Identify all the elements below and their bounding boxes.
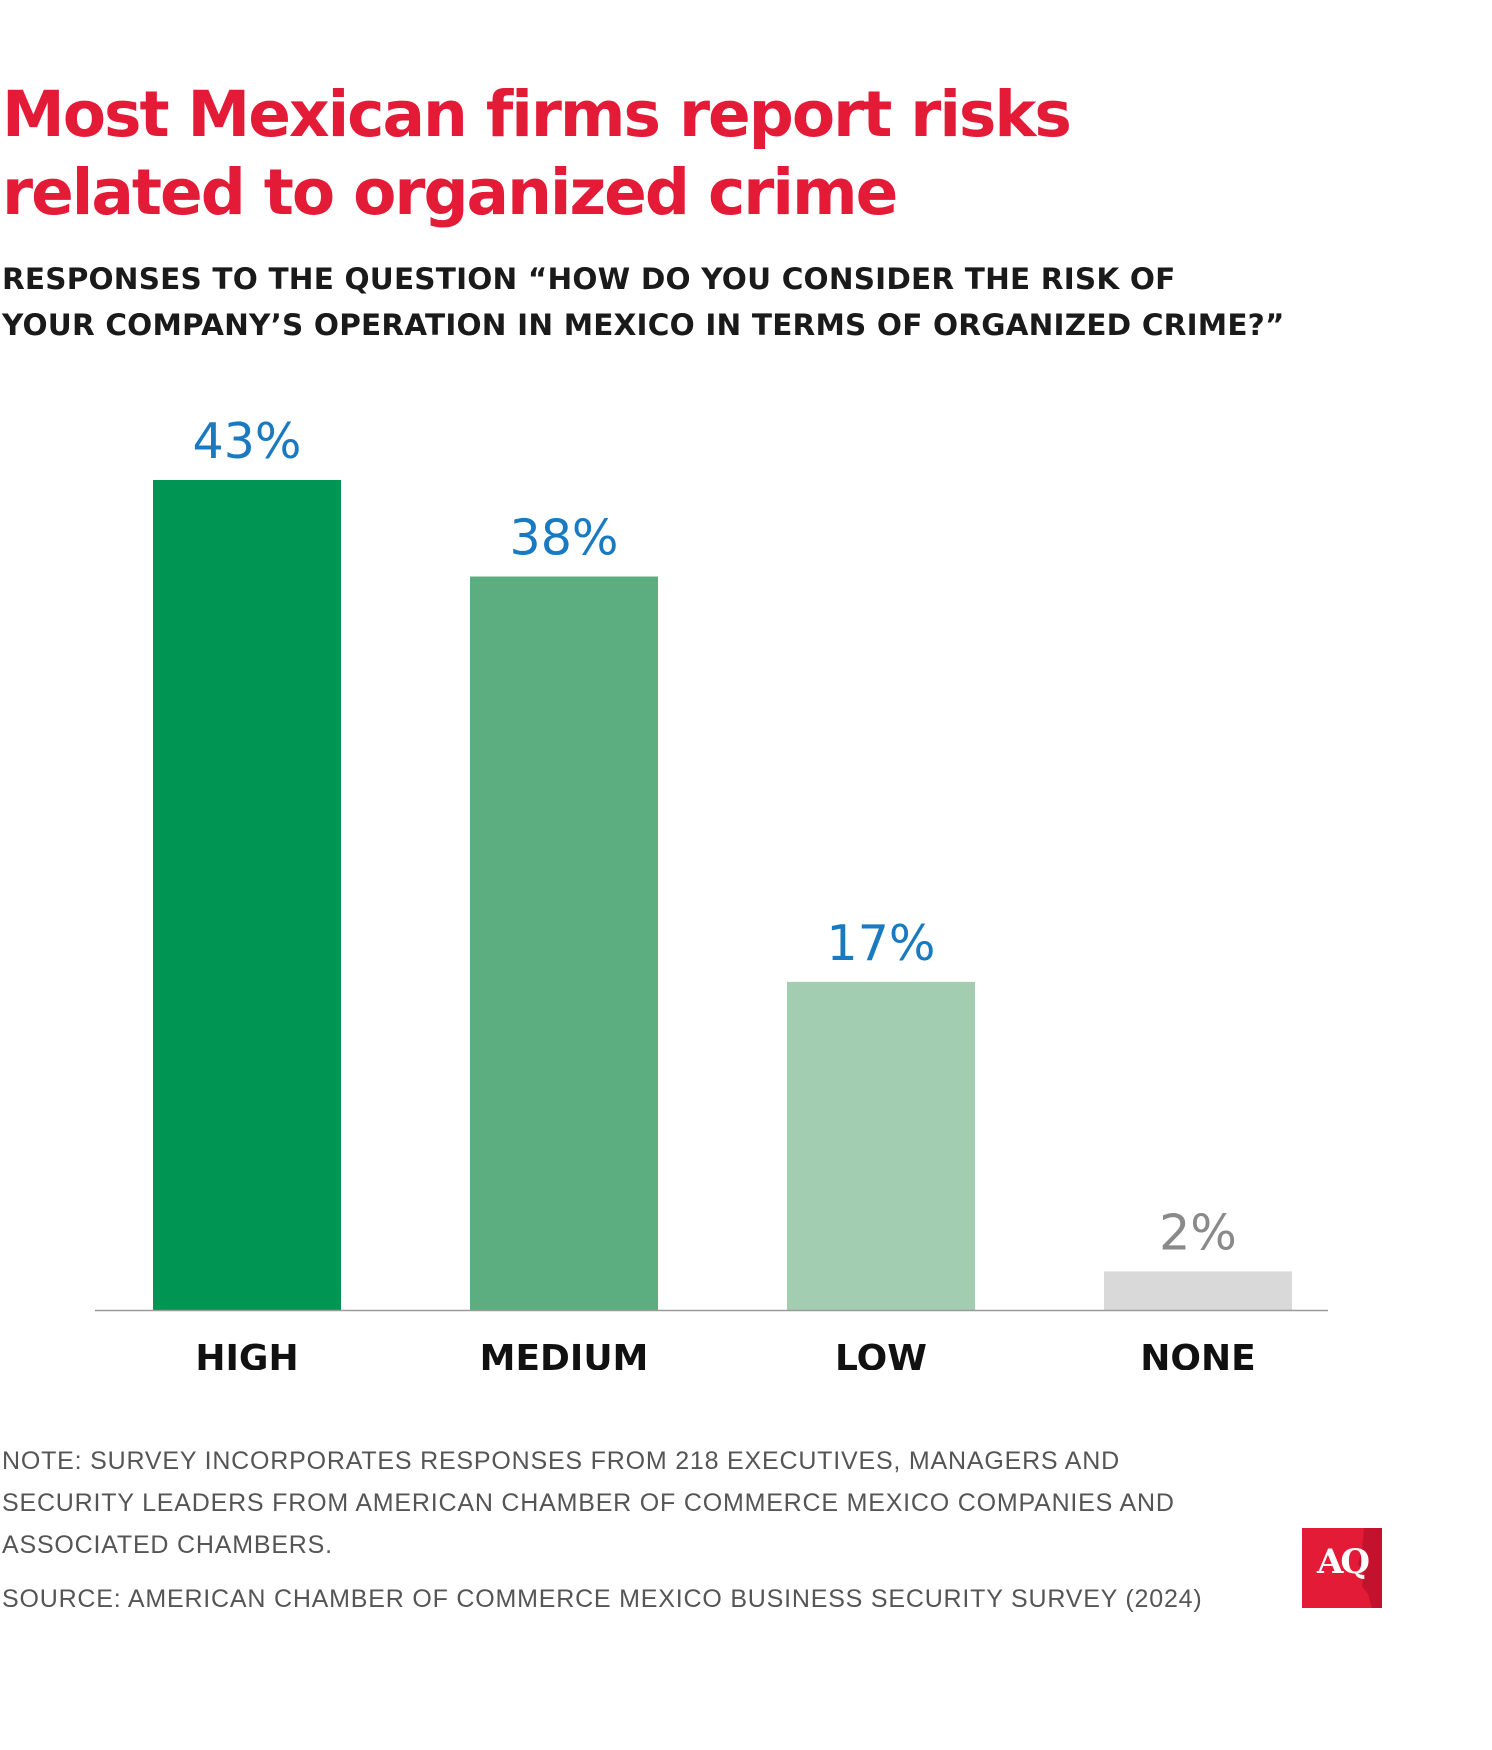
chart-title: Most Mexican firms report risks related … [2,76,1302,232]
category-label-low: LOW [835,1338,927,1370]
chart-note-line-3: ASSOCIATED CHAMBERS. [2,1531,333,1559]
bar-high [153,480,341,1310]
chart-subtitle-line-1: RESPONSES TO THE QUESTION “HOW DO YOU CO… [2,262,1176,296]
category-label-high: HIGH [195,1338,298,1370]
value-label-low: 17% [827,915,936,972]
aq-logo-map-shape [1358,1528,1382,1608]
chart-subtitle-line-2: YOUR COMPANY’S OPERATION IN MEXICO IN TE… [2,308,1285,342]
chart-title-line-2: related to organized crime [2,156,898,229]
chart-note: NOTE: SURVEY INCORPORATES RESPONSES FROM… [2,1440,1262,1566]
bar-medium [470,576,658,1310]
category-label-medium: MEDIUM [480,1338,649,1370]
value-label-none: 2% [1159,1204,1237,1261]
chart-note-line-1: NOTE: SURVEY INCORPORATES RESPONSES FROM… [2,1447,1120,1475]
bar-low [787,981,975,1310]
bar-none [1104,1271,1292,1310]
chart-note-line-2: SECURITY LEADERS FROM AMERICAN CHAMBER O… [2,1489,1175,1517]
bar-chart: 43% HIGH 38% MEDIUM 17% LOW 2% NONE [95,413,1328,1370]
chart-title-line-1: Most Mexican firms report risks [2,78,1072,151]
aq-logo-text: AQ [1317,1542,1370,1582]
category-label-none: NONE [1140,1338,1255,1370]
chart-subtitle: RESPONSES TO THE QUESTION “HOW DO YOU CO… [2,256,1402,348]
aq-logo: AQ [1302,1528,1382,1608]
chart-source: SOURCE: AMERICAN CHAMBER OF COMMERCE MEX… [2,1585,1203,1613]
value-label-medium: 38% [510,510,619,567]
value-label-high: 43% [193,413,302,470]
